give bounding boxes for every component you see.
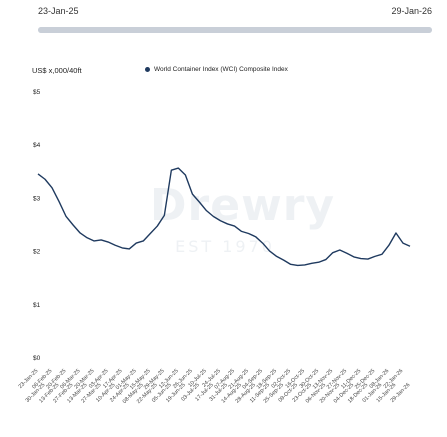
range-end-label: 29-Jan-26	[391, 6, 432, 16]
range-start-label: 23-Jan-25	[38, 6, 79, 16]
series-line[interactable]	[37, 167, 411, 267]
range-slider-track[interactable]	[38, 27, 432, 33]
watermark-established: EST 1970	[175, 237, 275, 256]
y-tick-label: $5	[33, 89, 41, 96]
y-tick-label: $2	[33, 249, 41, 256]
range-slider-fill[interactable]	[38, 27, 432, 33]
legend[interactable]: World Container Index (WCI) Composite In…	[145, 66, 288, 73]
date-range-selector[interactable]: 23-Jan-25 29-Jan-26	[38, 0, 432, 40]
y-tick-label: $1	[33, 302, 41, 309]
legend-label: World Container Index (WCI) Composite In…	[154, 66, 288, 73]
legend-marker-icon	[145, 67, 150, 72]
y-axis-label: US$ x,000/40ft	[32, 66, 82, 75]
y-tick-label: $0	[33, 355, 41, 362]
y-tick-label: $3	[33, 195, 41, 202]
y-tick-label: $4	[33, 142, 41, 149]
